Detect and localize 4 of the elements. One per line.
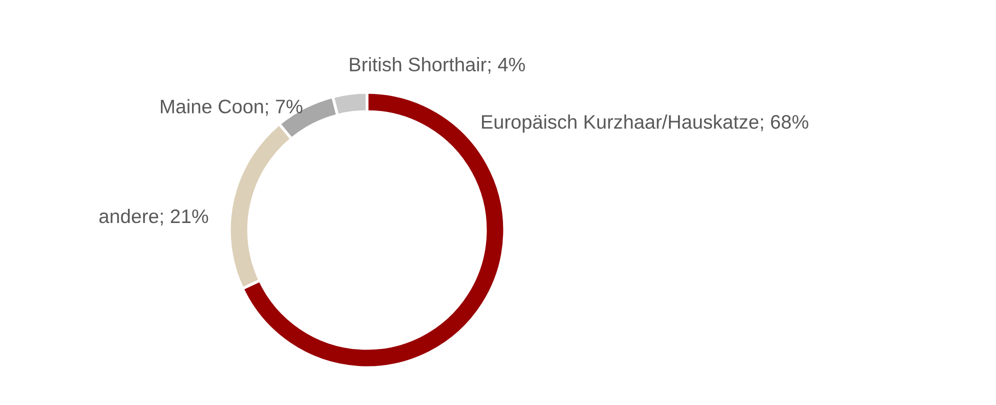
slice-label: Europäisch Kurzhaar/Hauskatze; 68% xyxy=(482,114,808,133)
slice-label: andere; 21% xyxy=(99,208,208,226)
slice-label: British Shorthair; 4% xyxy=(350,57,525,74)
slice-label: Maine Coon; 7% xyxy=(160,99,302,116)
